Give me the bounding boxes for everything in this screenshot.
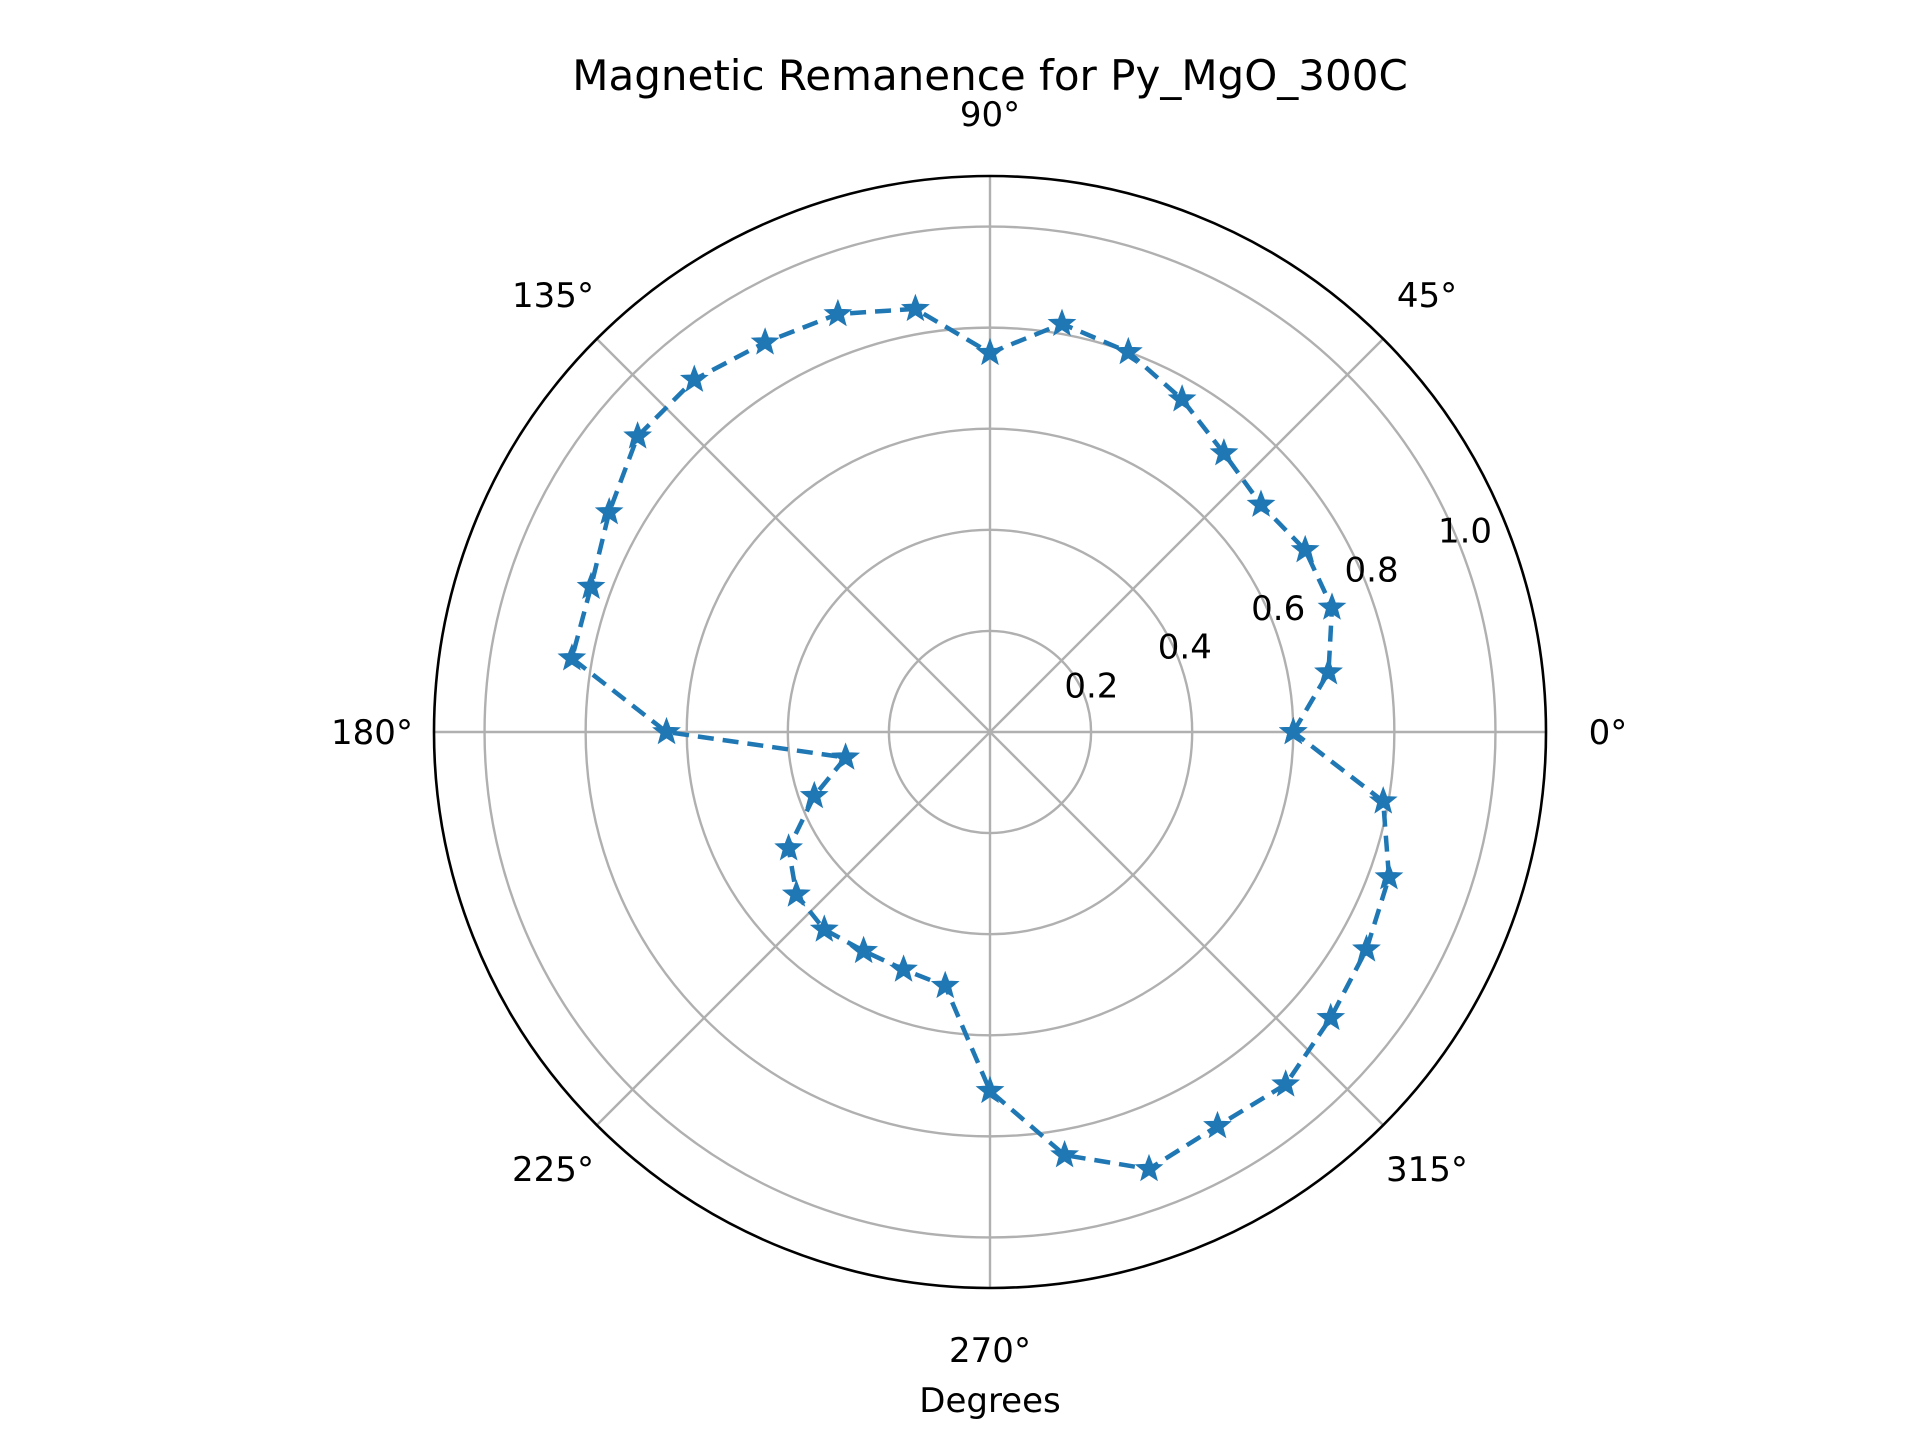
- angle-tick-label: 135°: [512, 276, 594, 316]
- chart-title: Magnetic Remanence for Py_MgO_300C: [572, 51, 1408, 100]
- data-point: [1050, 311, 1075, 335]
- radial-tick-labels: 0.2 0.4 0.6 0.8 1.0: [1064, 512, 1492, 707]
- radial-tick-label: 0.6: [1251, 589, 1305, 629]
- angle-tick-label: 270°: [949, 1331, 1031, 1371]
- data-point: [1377, 864, 1402, 888]
- angle-tick-label: 45°: [1397, 276, 1457, 316]
- data-point: [682, 367, 707, 391]
- angle-tick-label: 225°: [512, 1150, 594, 1190]
- data-point: [826, 301, 851, 325]
- angle-tick-label: 90°: [960, 95, 1020, 135]
- data-point: [753, 329, 778, 353]
- data-point: [784, 881, 809, 905]
- data-point: [833, 745, 858, 769]
- data-point: [1249, 492, 1274, 515]
- angle-tick-label: 315°: [1386, 1150, 1468, 1190]
- data-point: [891, 957, 916, 981]
- data-point: [1137, 1156, 1162, 1180]
- angle-tick-label: 0°: [1589, 713, 1628, 753]
- data-point: [1316, 659, 1341, 683]
- data-point: [933, 973, 958, 997]
- data-point: [1354, 936, 1379, 960]
- angle-tick-label: 180°: [331, 713, 413, 753]
- radial-tick-label: 0.8: [1345, 550, 1399, 590]
- grid-spoke-225: [597, 732, 990, 1125]
- grid-spoke-135: [597, 339, 990, 732]
- data-point: [1318, 1005, 1343, 1029]
- data-point: [851, 938, 876, 962]
- radial-tick-label: 0.2: [1064, 666, 1118, 706]
- radial-tick-label: 1.0: [1438, 512, 1492, 552]
- grid-spoke-315: [990, 732, 1383, 1125]
- radial-tick-label: 0.4: [1158, 628, 1212, 668]
- x-axis-label: Degrees: [919, 1381, 1060, 1421]
